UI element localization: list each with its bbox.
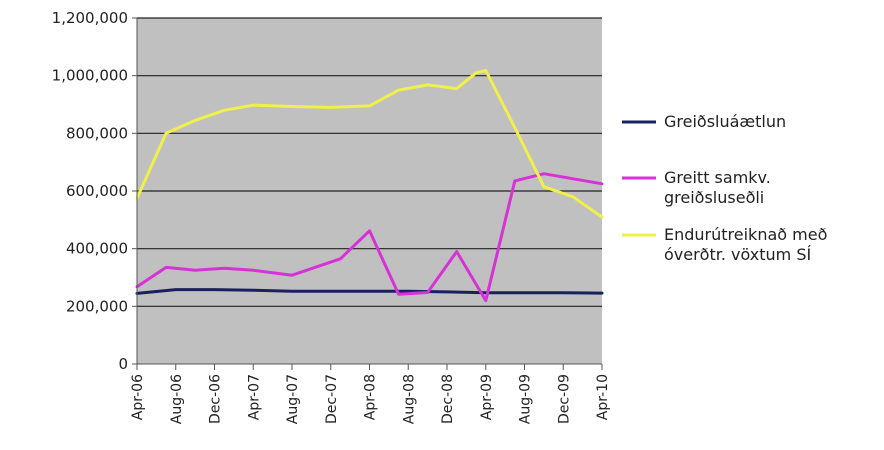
- legend-label-1: Greiðsluáætlun: [664, 112, 786, 131]
- y-tick-label: 0: [118, 355, 128, 373]
- x-tick-label: Apr-10: [595, 374, 611, 420]
- x-tick-label: Apr-06: [130, 374, 146, 420]
- y-tick-label: 800,000: [66, 124, 128, 142]
- legend-label-3: óverðtr. vöxtum SÍ: [664, 245, 812, 264]
- x-tick-label: Dec-06: [208, 374, 224, 424]
- legend-label-2: greiðsluseðli: [664, 188, 764, 207]
- x-tick-label: Aug-07: [285, 374, 301, 424]
- y-tick-label: 1,200,000: [52, 9, 128, 27]
- y-tick-label: 1,000,000: [52, 67, 128, 85]
- legend-label-2: Greitt samkv.: [664, 168, 771, 187]
- x-tick-label: Aug-06: [169, 374, 185, 424]
- series-line-2: [135, 172, 604, 303]
- legend-label-3: Endurútreiknað með: [664, 225, 827, 244]
- x-tick-label: Aug-08: [401, 374, 417, 424]
- x-tick-label: Dec-09: [556, 374, 572, 424]
- x-tick-labels: Apr-06 Aug-06 Dec-06 Apr-07 Aug-07 Dec-07 Apr-…: [130, 364, 611, 424]
- x-tick-label: Apr-07: [246, 374, 262, 420]
- series-line-3: [135, 69, 604, 219]
- series-lines: [135, 69, 604, 303]
- y-tick-label: 200,000: [66, 297, 128, 315]
- x-tick-label: Dec-07: [324, 374, 340, 424]
- y-tick-label: 600,000: [66, 182, 128, 200]
- x-tick-label: Dec-08: [440, 374, 456, 424]
- gridlines: [137, 17, 602, 307]
- y-tick-label: 400,000: [66, 240, 128, 258]
- x-tick-label: Apr-08: [363, 374, 379, 420]
- series-line-1: [135, 288, 604, 295]
- x-tick-label: Aug-09: [518, 374, 534, 424]
- legend: Greiðsluáætlun Greitt samkv.greiðsluseðli…: [622, 112, 827, 264]
- x-tick-label: Apr-09: [479, 374, 495, 420]
- y-tick-labels: 0 200,000 400,000 600,000 800,000 1,000,000 1,…: [52, 9, 137, 373]
